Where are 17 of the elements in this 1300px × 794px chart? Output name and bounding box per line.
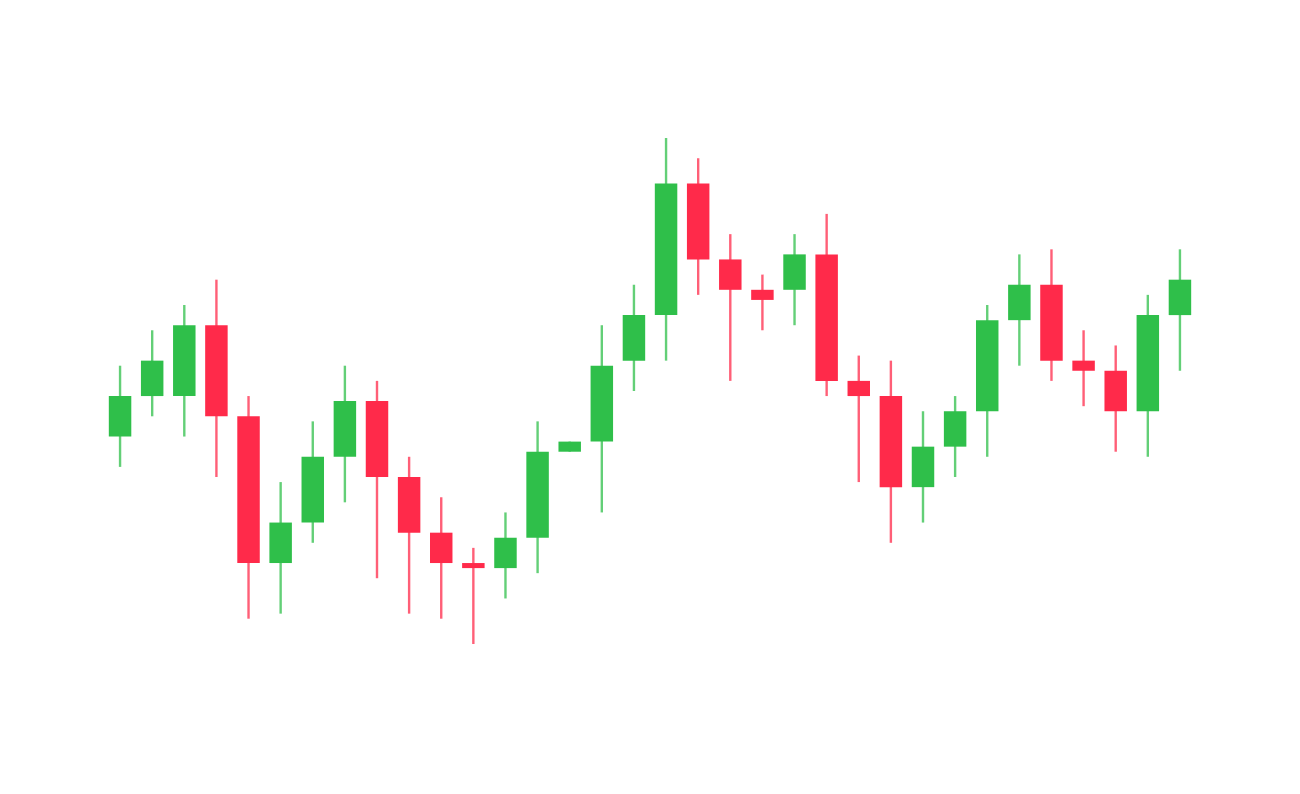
candlestick bbox=[429, 496, 453, 620]
candlestick bbox=[1008, 253, 1031, 367]
candlestick bbox=[1072, 329, 1095, 408]
candlestick bbox=[108, 364, 132, 469]
candlestick bbox=[269, 480, 292, 615]
candlestick bbox=[462, 546, 485, 646]
candlestick bbox=[911, 410, 935, 524]
candlestick bbox=[494, 511, 517, 600]
candlestick bbox=[943, 394, 967, 479]
candlestick bbox=[140, 329, 164, 418]
candlestick bbox=[719, 232, 742, 383]
candlestick bbox=[1168, 248, 1192, 372]
candlestick bbox=[622, 283, 646, 393]
candlestick bbox=[1104, 344, 1127, 453]
candlestick bbox=[783, 232, 806, 327]
candlestick bbox=[751, 273, 774, 332]
candlestick bbox=[847, 354, 871, 484]
